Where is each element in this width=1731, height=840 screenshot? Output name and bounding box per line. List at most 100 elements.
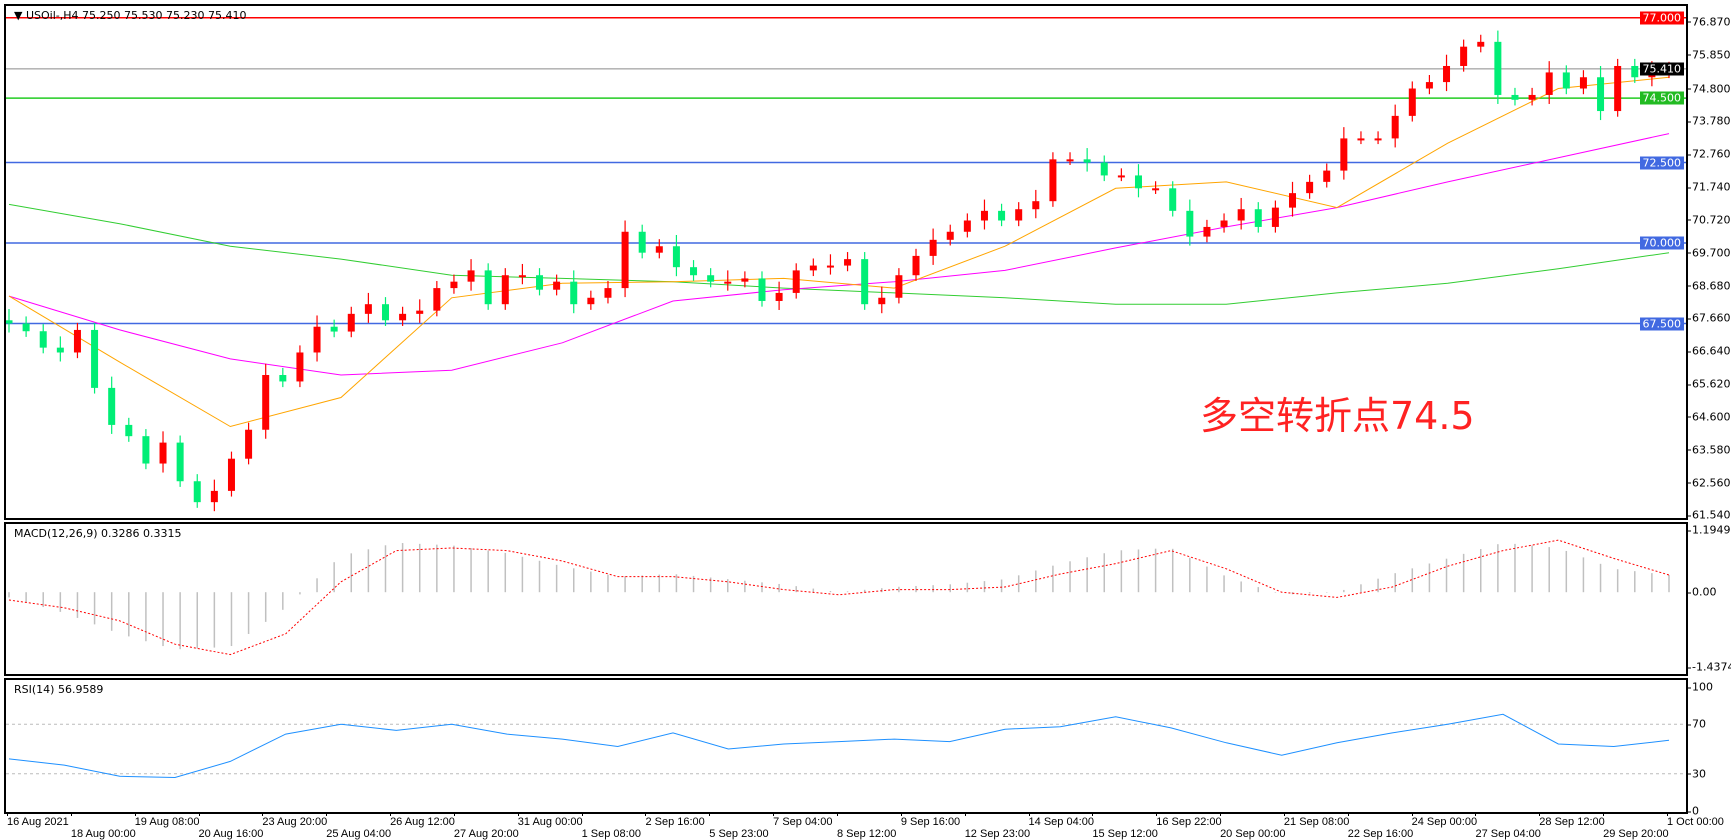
candle-bullish — [1460, 46, 1468, 66]
candle-bullish — [929, 239, 937, 256]
candle-bullish — [450, 281, 458, 289]
candle-bullish — [1614, 65, 1622, 112]
candle-bullish — [1289, 193, 1297, 208]
macd-title: MACD(12,26,9) 0.3286 0.3315 — [14, 527, 182, 540]
candle-bearish — [1494, 41, 1502, 95]
candle-bullish — [1306, 181, 1314, 194]
time-label: 2 Sep 16:00 — [645, 814, 705, 828]
time-label: 18 Aug 00:00 — [70, 814, 136, 840]
candle-bullish — [878, 297, 886, 305]
candle-bullish — [1015, 209, 1023, 221]
candle-bullish — [1425, 82, 1433, 89]
time-label: 28 Sep 12:00 — [1539, 814, 1605, 828]
candle-bearish — [484, 270, 492, 305]
candle-bearish — [1186, 210, 1194, 237]
candle-bullish — [1271, 207, 1279, 227]
triangle-down-icon[interactable]: ▼ — [14, 9, 23, 22]
macd-axis: 1.1949 0.00 -1.4374 — [1687, 522, 1731, 676]
price-axis[interactable]: 76.870 75.850 74.800 73.780 72.760 71.740 70.7… — [1688, 4, 1731, 522]
candle-bullish — [1443, 65, 1451, 83]
rsi-tick: 100 — [1688, 680, 1713, 694]
candle-bearish — [56, 347, 64, 353]
candle-bullish — [416, 310, 424, 314]
candle-bullish — [912, 255, 920, 276]
candle-bullish — [724, 281, 732, 284]
candle-bearish — [279, 375, 287, 382]
candle-bearish — [536, 275, 544, 290]
candle-bullish — [1579, 77, 1587, 89]
candle-bullish — [1545, 72, 1553, 95]
price-tick: 65.620 — [1688, 377, 1731, 391]
time-label: 9 Sep 16:00 — [900, 814, 961, 828]
price-tick: 71.740 — [1688, 180, 1731, 194]
price-tick: 66.640 — [1688, 344, 1731, 358]
time-label: 1 Oct 00:00 — [1667, 814, 1724, 828]
time-label: 7 Sep 04:00 — [773, 814, 833, 828]
price-tick: 74.800 — [1688, 82, 1731, 96]
candle-bullish — [227, 458, 235, 491]
candle-bullish — [1237, 209, 1245, 221]
candle-bullish — [296, 352, 304, 382]
candle-bullish — [621, 231, 629, 289]
candle-bullish — [587, 297, 595, 305]
chart-header: ▼ USOil-,H4 75.250 75.530 75.230 75.410 — [14, 9, 246, 22]
time-label: 8 Sep 12:00 — [837, 814, 897, 840]
candle-bullish — [347, 313, 355, 332]
candle-bullish — [1152, 188, 1160, 191]
time-label: 15 Sep 12:00 — [1092, 814, 1158, 840]
candle-bullish — [210, 490, 218, 503]
candle-bullish — [1528, 94, 1536, 100]
macd-canvas — [8, 539, 1670, 656]
macd-signal-line — [8, 539, 1670, 656]
candle-bearish — [125, 424, 133, 437]
candle-bearish — [707, 275, 715, 282]
candle-bullish — [980, 210, 988, 221]
candle-bearish — [142, 436, 150, 464]
level-label: 74.500 — [1639, 91, 1684, 105]
candle-bullish — [1032, 201, 1040, 210]
rsi-tick: 70 — [1688, 717, 1706, 731]
candle-bearish — [91, 329, 99, 388]
candle-bullish — [1323, 170, 1331, 182]
time-axis[interactable]: 16 Aug 2021 18 Aug 00:00 19 Aug 08:00 20 Au… — [4, 814, 1731, 840]
ma-slow-line — [8, 203, 1670, 305]
candle-bullish — [1049, 159, 1057, 202]
time-label: 14 Sep 04:00 — [1028, 814, 1094, 828]
candle-bearish — [1134, 175, 1142, 189]
candle-bullish — [741, 278, 749, 282]
rsi-canvas — [6, 713, 1686, 779]
candle-bearish — [1083, 159, 1091, 163]
time-label: 12 Sep 23:00 — [964, 814, 1031, 840]
time-label: 26 Aug 12:00 — [390, 814, 455, 828]
candle-bullish — [1203, 226, 1211, 237]
price-tick: 64.600 — [1688, 410, 1731, 424]
time-label: 19 Aug 08:00 — [134, 814, 200, 828]
macd-tick: 0.00 — [1688, 585, 1717, 599]
candle-bearish — [108, 387, 116, 425]
time-label: 16 Sep 22:00 — [1156, 814, 1222, 828]
price-tick: 70.720 — [1688, 213, 1731, 227]
candle-bearish — [1631, 65, 1639, 78]
candle-bullish — [262, 375, 270, 430]
rsi-panel[interactable]: RSI(14) 56.9589 — [4, 678, 1688, 814]
price-chart-panel[interactable]: ▼ USOil-,H4 75.250 75.530 75.230 75.410 … — [4, 4, 1688, 520]
candle-bearish — [1597, 77, 1605, 112]
rsi-title: RSI(14) 56.9589 — [14, 683, 104, 696]
time-label: 29 Sep 20:00 — [1603, 814, 1669, 840]
candle-bearish — [193, 481, 201, 503]
candle-bearish — [39, 331, 47, 348]
time-label: 27 Sep 04:00 — [1475, 814, 1541, 840]
candle-bullish — [1117, 175, 1125, 178]
candle-bullish — [1408, 88, 1416, 116]
candle-bullish — [1220, 220, 1228, 227]
time-label: 1 Sep 08:00 — [581, 814, 641, 840]
macd-panel[interactable]: MACD(12,26,9) 0.3286 0.3315 — [4, 522, 1688, 676]
price-tick: 68.680 — [1688, 279, 1731, 293]
candle-bearish — [638, 231, 646, 253]
candle-bullish — [963, 220, 971, 232]
level-label: 75.410 — [1639, 62, 1684, 76]
candle-bullish — [245, 429, 253, 459]
candle-bullish — [399, 313, 407, 321]
level-label: 77.000 — [1639, 11, 1684, 25]
candle-bullish — [655, 246, 663, 253]
